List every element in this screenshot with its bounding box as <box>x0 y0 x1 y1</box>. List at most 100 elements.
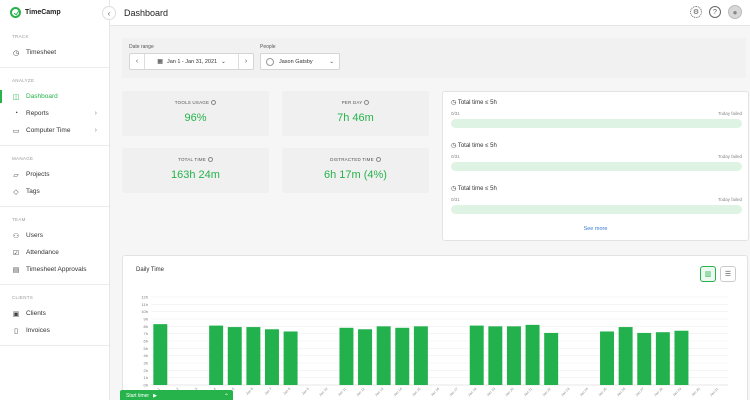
daily-time-bar[interactable] <box>469 325 484 385</box>
goal-item[interactable]: ◷ Total time ≤ 5h 0/31 Today failed <box>451 185 742 214</box>
sidebar-item-timesheet-approvals[interactable]: ▤ Timesheet Approvals <box>0 261 109 278</box>
stat-value: 163h 24m <box>171 169 220 182</box>
y-tick-label: 8h <box>144 324 148 329</box>
x-tick-label: Jan 21 <box>523 387 533 397</box>
calendar-icon: ▦ <box>157 59 163 65</box>
collapse-sidebar-button[interactable]: ‹ <box>102 6 116 20</box>
sidebar-item-users[interactable]: ⚇ Users <box>0 227 109 244</box>
start-timer-label: Start timer <box>126 393 150 399</box>
settings-gear-icon[interactable]: ⚙ <box>690 6 702 18</box>
daily-time-bar[interactable] <box>488 326 503 385</box>
stat-card-distracted-time: DISTRACTED TIME 6h 17m (4%) <box>282 148 429 193</box>
clock-icon: ◷ <box>451 100 457 106</box>
folder-icon: ▱ <box>13 171 19 179</box>
header-actions: ⚙ ? ● <box>690 5 742 19</box>
info-icon[interactable] <box>211 100 217 106</box>
sidebar-item-clients[interactable]: ▣ Clients <box>0 305 109 322</box>
daily-time-bar[interactable] <box>358 329 373 385</box>
sidebar-item-tags[interactable]: ◇ Tags <box>0 183 109 200</box>
y-tick-label: 7h <box>144 331 148 336</box>
goal-title: Total time ≤ 5h <box>457 100 497 106</box>
goal-item[interactable]: ◷ Total time ≤ 5h 0/31 Today failed <box>451 99 742 128</box>
x-tick-label: Jan 20 <box>504 387 514 397</box>
stat-label: PER DAY <box>341 100 363 105</box>
sidebar-item-label: Attendance <box>26 249 59 256</box>
sidebar-section-title: MANAGE <box>12 156 34 161</box>
x-tick-label: Jan 29 <box>672 387 682 397</box>
app-logo[interactable]: TimeCamp <box>0 0 109 24</box>
info-icon[interactable] <box>207 157 213 163</box>
next-range-button[interactable]: › <box>238 54 253 69</box>
x-tick-label: Jan 31 <box>709 387 719 397</box>
stat-card-total-time: TOTAL TIME 163h 24m <box>122 148 269 193</box>
sidebar-item-attendance[interactable]: ☑ Attendance <box>0 244 109 261</box>
chart-title: Daily Time <box>136 267 165 273</box>
user-avatar[interactable]: ● <box>728 5 742 19</box>
daily-time-bar[interactable] <box>227 327 242 385</box>
filters-bar: Date range ‹ ▦ Jan 1 - Jan 31, 2021 ⌄ › … <box>122 38 746 78</box>
daily-time-bar[interactable] <box>395 327 410 385</box>
stat-value: 7h 46m <box>337 112 374 125</box>
start-timer-bar[interactable]: Start timer ▶ ⌃ <box>120 390 233 400</box>
daily-time-bar[interactable] <box>506 326 521 385</box>
x-tick-label: Jan 10 <box>318 387 328 397</box>
date-range-label: Date range <box>129 44 154 50</box>
chevron-up-icon[interactable]: ⌃ <box>223 393 229 400</box>
daily-time-bar[interactable] <box>246 327 261 385</box>
info-icon[interactable] <box>364 100 370 106</box>
date-range-field[interactable]: ▦ Jan 1 - Jan 31, 2021 ⌄ <box>145 58 238 66</box>
list-view-button[interactable]: ☰ <box>720 266 736 282</box>
chart-view-button[interactable]: ▥ <box>700 266 716 282</box>
people-select[interactable]: Jason Gatsby ⌄ <box>260 53 340 70</box>
x-tick-label: Jan 16 <box>430 387 440 397</box>
sidebar-section: CLIENTS ▣ Clients ▯ Invoices <box>0 285 109 346</box>
see-more-link[interactable]: See more <box>583 226 608 232</box>
x-tick-label: Jan 30 <box>691 387 701 397</box>
sidebar-item-label: Timesheet Approvals <box>26 266 87 273</box>
daily-time-bar[interactable] <box>339 327 354 385</box>
sidebar-item-computer-time[interactable]: ▭ Computer Time › <box>0 122 109 139</box>
sidebar-item-timesheet[interactable]: ◷ Timesheet <box>0 44 109 61</box>
info-icon[interactable] <box>375 157 381 163</box>
chevron-down-icon: ⌄ <box>221 58 226 65</box>
daily-time-bar[interactable] <box>283 331 298 385</box>
daily-time-bar[interactable] <box>618 327 633 385</box>
daily-time-bar[interactable] <box>525 324 540 385</box>
goal-progress-bar <box>451 205 742 214</box>
daily-time-bar[interactable] <box>376 326 391 385</box>
goal-item[interactable]: ◷ Total time ≤ 5h 0/31 Today failed <box>451 142 742 171</box>
help-icon[interactable]: ? <box>709 6 721 18</box>
daily-time-bar[interactable] <box>413 326 428 385</box>
daily-time-bar[interactable] <box>600 331 614 385</box>
daily-time-bar[interactable] <box>544 332 559 385</box>
sidebar-item-invoices[interactable]: ▯ Invoices <box>0 322 109 339</box>
play-icon: ▶ <box>153 393 157 399</box>
x-tick-label: Jan 27 <box>635 387 645 397</box>
x-tick-label: Jan 14 <box>393 387 403 397</box>
x-tick-label: Jan 8 <box>282 387 291 396</box>
goal-progress: 0/31 <box>451 111 460 116</box>
goal-title: Total time ≤ 5h <box>457 143 497 149</box>
tag-icon: ◇ <box>13 188 19 196</box>
x-tick-label: Jan 13 <box>374 387 384 397</box>
app-name: TimeCamp <box>25 8 61 16</box>
prev-range-button[interactable]: ‹ <box>130 54 145 69</box>
clock-icon: ◷ <box>12 49 20 57</box>
sidebar-section: TRACK ◷ Timesheet <box>0 24 109 68</box>
x-tick-label: Jan 25 <box>597 387 607 397</box>
sidebar-item-dashboard[interactable]: ◫ Dashboard <box>0 88 109 105</box>
daily-time-bar[interactable] <box>265 329 279 385</box>
daily-time-bar[interactable] <box>637 332 652 385</box>
sidebar-item-projects[interactable]: ▱ Projects <box>0 166 109 183</box>
daily-time-bar[interactable] <box>209 325 224 385</box>
sidebar-item-reports[interactable]: ◔ Reports › <box>0 105 109 122</box>
sidebar-section: TEAM ⚇ Users ☑ Attendance ▤ Timesheet Approval… <box>0 207 109 285</box>
daily-time-bar[interactable] <box>153 324 168 385</box>
daily-time-bar[interactable] <box>674 330 689 385</box>
daily-time-bar[interactable] <box>655 332 670 385</box>
x-tick-label: Jan 9 <box>301 387 310 396</box>
y-tick-label: 0h <box>144 383 148 388</box>
y-tick-label: 1h <box>144 375 148 380</box>
person-icon: ● <box>732 7 738 17</box>
stat-value: 96% <box>184 112 207 125</box>
